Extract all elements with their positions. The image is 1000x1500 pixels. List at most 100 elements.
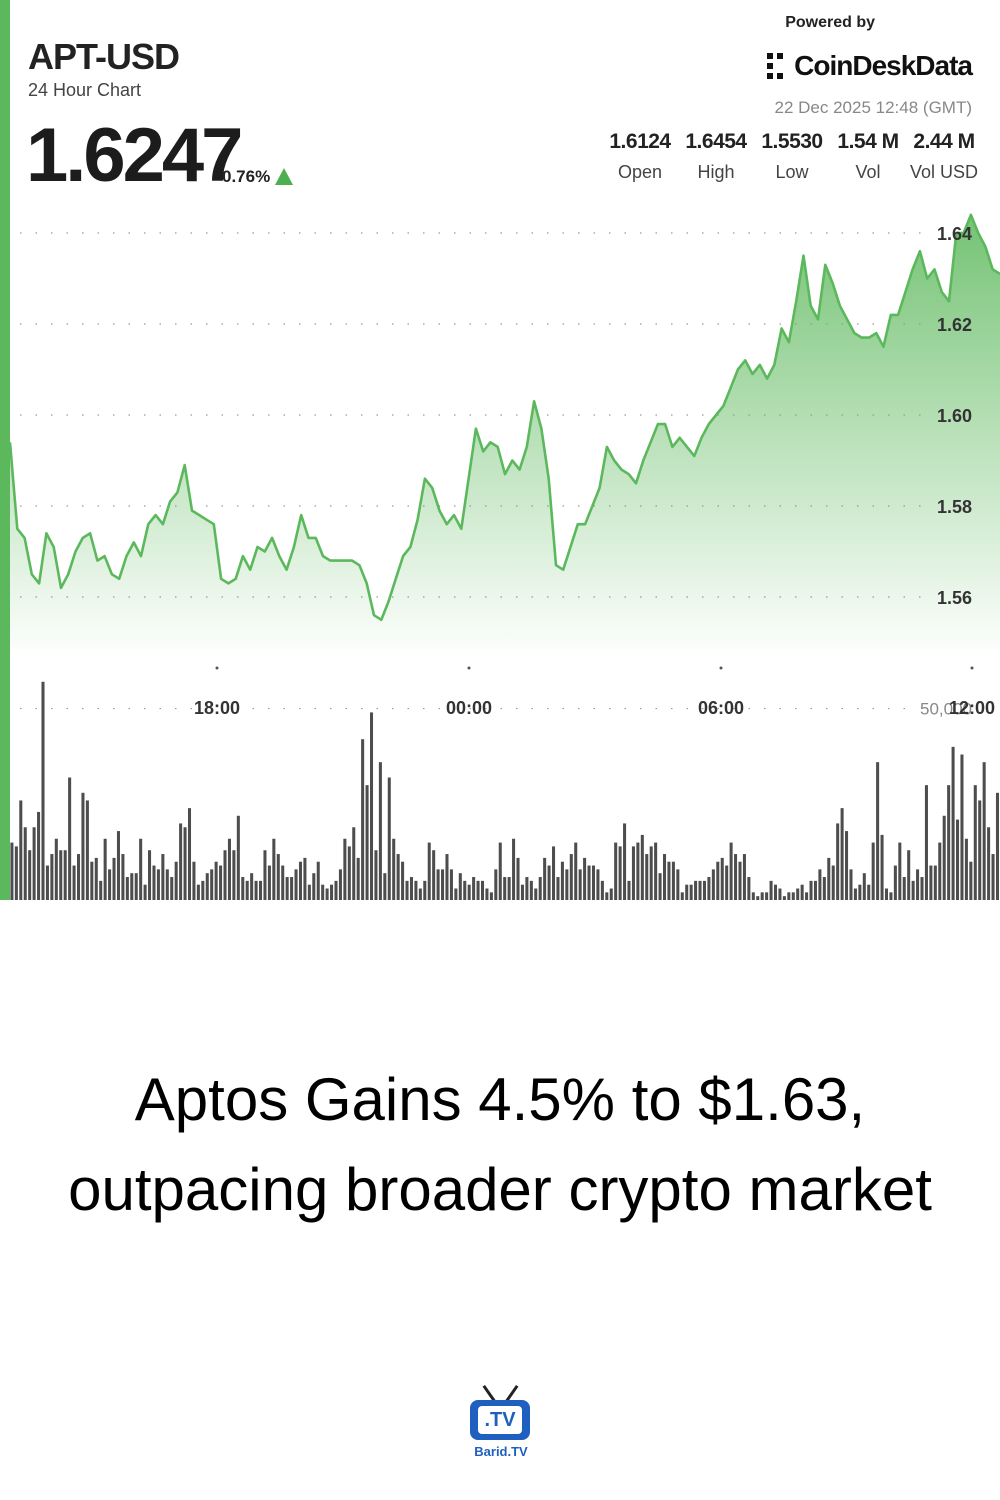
- volume-bar: [813, 880, 817, 900]
- volume-bar: [63, 850, 67, 900]
- volume-bar: [711, 869, 715, 900]
- powered-by-label: Powered by: [785, 14, 875, 31]
- volume-bar: [805, 892, 809, 900]
- volume-bar: [787, 892, 791, 900]
- volume-bar: [161, 854, 165, 900]
- volume-bar: [720, 857, 724, 900]
- volume-bar: [192, 861, 196, 900]
- stat-label: High: [697, 162, 735, 182]
- volume-bar: [685, 884, 689, 900]
- volume-bar: [139, 838, 143, 900]
- volume-bar: [116, 831, 120, 900]
- volume-bar: [512, 838, 516, 900]
- volume-bar: [978, 800, 982, 900]
- volume-bar: [236, 815, 240, 900]
- volume-bar: [374, 850, 378, 900]
- volume-bar: [23, 827, 27, 900]
- volume-bar: [578, 869, 582, 900]
- volume-bar: [201, 880, 205, 900]
- x-tick-dot: [215, 666, 219, 670]
- volume-bar: [960, 754, 964, 900]
- volume-bar: [658, 873, 662, 900]
- price-line: [8, 213, 1000, 622]
- volume-bar: [853, 888, 857, 900]
- volume-bar: [987, 827, 991, 900]
- volume-bar: [418, 888, 422, 900]
- volume-bar: [849, 869, 853, 900]
- volume-bar: [205, 873, 209, 900]
- chart-panel: 1.64 1.62 1.60 1.58 1.56 50,000 18:00 00:00 06:0…: [0, 0, 1000, 900]
- volume-bar: [698, 880, 702, 900]
- volume-bar: [290, 877, 294, 900]
- volume-bar: [85, 800, 89, 900]
- volume-bar: [108, 869, 112, 900]
- volume-bar: [476, 880, 480, 900]
- volume-bar: [871, 842, 875, 900]
- volume-bar: [45, 865, 49, 900]
- volume-bar: [822, 877, 826, 900]
- y-tick-label: 1.60: [937, 406, 972, 426]
- volume-bar: [383, 873, 387, 900]
- volume-bar: [267, 865, 271, 900]
- volume-bar: [37, 811, 41, 900]
- volume-bar: [183, 827, 187, 900]
- stat-vol: 1.54 M Vol: [828, 130, 908, 183]
- tv-screen-text: .TV: [478, 1406, 522, 1434]
- volume-bar: [99, 880, 103, 900]
- volume-bar: [134, 873, 138, 900]
- volume-bar: [245, 880, 249, 900]
- volume-bar: [614, 842, 618, 900]
- volume-bar: [405, 880, 409, 900]
- volume-bar: [352, 827, 356, 900]
- volume-bar: [414, 880, 418, 900]
- y-tick-label: 1.64: [937, 224, 972, 244]
- chart-symbol: APT-USD: [28, 36, 180, 77]
- volume-bar: [543, 857, 547, 900]
- volume-bar: [995, 792, 999, 900]
- volume-bar: [591, 865, 596, 900]
- volume-bar: [756, 896, 760, 900]
- price-area: [10, 214, 1000, 651]
- volume-bar: [436, 869, 440, 900]
- volume-bar: [627, 880, 631, 900]
- barid-tv-logo: .TV Barid.TV: [466, 1380, 536, 1470]
- volume-bar: [441, 869, 445, 900]
- volume-bar: [401, 861, 405, 900]
- volume-bar: [636, 842, 640, 900]
- volume-bar: [254, 880, 258, 900]
- chart-subtitle: 24 Hour Chart: [28, 80, 142, 100]
- stat-high: 1.6454 High: [676, 130, 756, 183]
- volume-bar: [654, 842, 658, 900]
- volume-bar: [831, 865, 835, 900]
- volume-bar: [148, 850, 152, 900]
- volume-bar: [969, 861, 973, 900]
- volume-bar: [765, 892, 769, 900]
- stat-value: 1.54 M: [837, 130, 899, 153]
- volume-bar: [982, 762, 986, 900]
- volume-bar: [112, 857, 116, 900]
- volume-bar: [14, 846, 18, 900]
- timestamp: 22 Dec 2025 12:48 (GMT): [774, 98, 972, 117]
- volume-bar: [214, 861, 218, 900]
- volume-bar: [68, 777, 72, 900]
- volume-bar: [170, 877, 174, 900]
- x-tick-label: 12:00: [949, 698, 995, 718]
- volume-bar: [187, 808, 192, 900]
- volume-bar: [378, 762, 382, 900]
- volume-bar: [800, 884, 804, 900]
- volume-bar: [618, 846, 622, 900]
- volume-bar: [445, 854, 449, 900]
- volume-bar: [956, 819, 960, 900]
- brand-logo: CoinDeskData: [767, 50, 973, 82]
- volume-bar: [454, 888, 458, 900]
- volume-bar: [103, 838, 107, 900]
- volume-bar: [649, 846, 653, 900]
- volume-bar: [165, 869, 169, 900]
- volume-bar: [156, 869, 160, 900]
- volume-bar: [489, 892, 493, 900]
- volume-bar: [689, 884, 693, 900]
- volume-bar: [432, 850, 436, 900]
- volume-bar: [796, 888, 800, 900]
- volume-bar: [947, 785, 951, 900]
- volume-bar: [356, 857, 360, 900]
